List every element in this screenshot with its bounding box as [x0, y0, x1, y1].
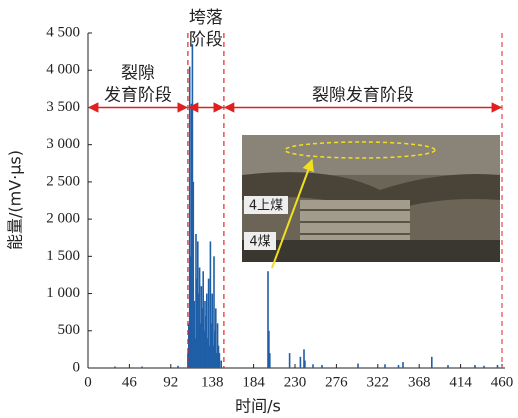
stage-label: 阶段	[189, 30, 223, 50]
photo: 4上煤 4煤	[242, 135, 500, 268]
bar	[447, 365, 449, 368]
stage-label: 裂隙	[121, 63, 155, 83]
x-tick-label: 276	[325, 374, 348, 390]
y-tick-label: 4 000	[46, 62, 80, 78]
x-tick-label: 460	[491, 374, 514, 390]
x-tick-label: 138	[201, 374, 224, 390]
x-tick-label: 414	[449, 374, 472, 390]
bar	[431, 357, 433, 368]
x-tick-label: 368	[408, 374, 431, 390]
photo-label: 4上煤	[249, 199, 283, 214]
x-tick-label: 184	[242, 374, 265, 390]
bar	[304, 361, 306, 368]
bar	[219, 353, 221, 368]
chart: 4上煤 4煤 时间/s 能量/(mV·μs) 0 500 1 000 1 500 2 0…	[0, 0, 518, 418]
y-tick-label: 500	[58, 322, 81, 338]
y-tick-label: 3 500	[46, 99, 80, 115]
bar	[474, 365, 476, 368]
y-tick-label: 0	[73, 359, 81, 375]
y-tick-label: 3 000	[46, 136, 80, 152]
stage-label: 垮落	[189, 8, 223, 28]
x-tick-label: 230	[284, 374, 307, 390]
bar	[321, 365, 323, 368]
bar	[114, 367, 116, 368]
bar	[497, 365, 499, 368]
photo-label: 4煤	[249, 235, 270, 250]
stage-label: 裂隙发育阶段	[312, 85, 414, 105]
bar	[269, 353, 271, 368]
bar	[398, 365, 400, 368]
bar	[177, 366, 179, 368]
y-axis-label: 能量/(mV·μs)	[6, 150, 25, 250]
x-tick-label: 322	[367, 374, 390, 390]
bar	[289, 353, 291, 368]
bar	[300, 357, 302, 368]
bar	[141, 367, 143, 368]
stage-label: 发育阶段	[104, 85, 172, 105]
y-tick-label: 2 000	[46, 211, 80, 227]
x-tick-label: 92	[163, 374, 178, 390]
y-tick-label: 1 500	[46, 248, 80, 264]
bar	[220, 361, 222, 368]
x-tick-label: 0	[84, 374, 92, 390]
bar	[384, 364, 386, 368]
bar	[357, 364, 359, 368]
y-tick-label: 4 500	[46, 24, 80, 40]
bar	[402, 362, 404, 368]
y-tick-label: 2 500	[46, 173, 80, 189]
y-tick-label: 1 000	[46, 285, 80, 301]
x-axis-label: 时间/s	[235, 397, 281, 416]
bar	[483, 366, 485, 368]
bar	[312, 364, 314, 368]
x-tick-label: 46	[122, 374, 138, 390]
